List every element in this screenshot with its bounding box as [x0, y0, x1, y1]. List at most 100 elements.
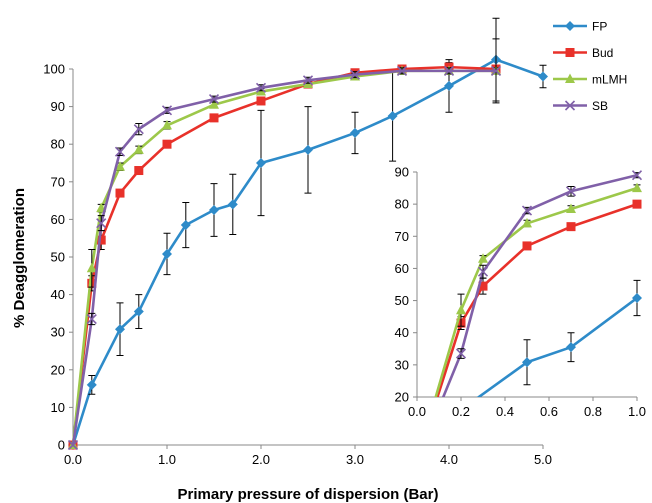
inset-y-tick-label: 70	[395, 229, 409, 244]
main-point-bud	[256, 96, 266, 106]
inset-point-fp	[632, 293, 642, 303]
main-point-mlmh	[115, 161, 125, 171]
inset-point-mlmh	[632, 182, 642, 193]
inset-plot: 20 30 40 50 60 70 80 90 0.0 0.2 0.4 0.6 0.8 1.0	[395, 165, 647, 466]
main-point-sb	[396, 65, 408, 76]
main-point-sb	[490, 65, 502, 76]
main-point-sb	[67, 439, 79, 451]
main-point-sb	[302, 75, 314, 86]
inset-series-sb	[413, 170, 643, 466]
main-y-tick-label: 70	[51, 174, 65, 189]
inset-y-tick-label: 20	[395, 390, 409, 405]
legend-swatch-marker	[565, 21, 575, 31]
legend-item-fp: FP	[553, 20, 607, 34]
main-y-tick-label: 30	[51, 325, 65, 340]
main-point-fp	[303, 144, 313, 155]
main-x-tick-label: 1.0	[158, 452, 176, 467]
inset-y-tick-label: 60	[395, 261, 409, 276]
legend: FP Bud mLMH SB	[553, 20, 627, 113]
inset-x-tick-label: 0.0	[408, 404, 426, 419]
main-point-bud	[134, 166, 144, 176]
inset-point-mlmh	[522, 217, 532, 228]
main-point-bud	[209, 113, 219, 123]
inset-point-bud	[522, 241, 532, 251]
main-point-fp	[387, 111, 398, 121]
legend-swatch-marker	[564, 100, 576, 111]
main-point-bud	[115, 188, 125, 198]
main-point-fp	[133, 306, 144, 317]
main-point-fp	[180, 220, 191, 231]
inset-series-fp	[412, 279, 642, 466]
inset-point-bud	[413, 457, 422, 466]
inset-point-fp	[522, 357, 532, 368]
main-point-fp	[162, 248, 172, 259]
main-point-fp	[538, 71, 548, 82]
main-point-sb	[255, 82, 267, 93]
legend-item-sb: SB	[553, 99, 608, 113]
main-y-tick-label: 50	[51, 250, 65, 265]
main-point-sb	[114, 146, 126, 157]
main-y-tick-label: 80	[51, 137, 65, 152]
main-point-bud	[96, 235, 106, 245]
main-point-mlmh	[86, 262, 97, 273]
main-y-tick-label: 10	[51, 400, 65, 415]
inset-point-sb	[477, 266, 489, 277]
main-point-mlmh	[133, 144, 144, 154]
main-point-fp	[444, 80, 454, 91]
legend-label: mLMH	[592, 73, 627, 87]
inset-line-bud	[436, 202, 638, 397]
main-series-sb	[67, 38, 502, 451]
inset-x-tick-label: 1.0	[628, 404, 646, 419]
inset-point-fp	[412, 456, 422, 466]
inset-point-mlmh	[478, 253, 488, 263]
inset-line-sb	[441, 173, 638, 397]
main-point-sb	[349, 69, 361, 80]
legend-swatch-marker	[565, 48, 575, 57]
main-point-fp	[209, 205, 219, 215]
main-point-sb	[133, 124, 144, 135]
legend-item-bud: Bud	[553, 46, 613, 60]
main-point-bud	[162, 139, 172, 149]
main-point-sb	[443, 65, 455, 76]
inset-y-tick-label: 90	[395, 165, 409, 180]
main-y-tick-label: 90	[51, 99, 65, 114]
main-y-tick-label: 20	[51, 362, 65, 377]
main-point-sb	[96, 218, 107, 229]
inset-point-sb	[631, 170, 643, 181]
inset-point-fp	[566, 342, 576, 353]
inset-point-mlmh	[456, 304, 466, 315]
inset-point-sb	[521, 205, 533, 216]
inset-point-bud	[632, 199, 642, 209]
inset-x-tick-label: 0.4	[496, 404, 514, 419]
legend-item-mlmh: mLMH	[553, 73, 627, 87]
x-axis-title: Primary pressure of dispersion (Bar)	[178, 486, 439, 503]
inset-point-sb	[565, 186, 577, 197]
inset-x-tick-label: 0.2	[452, 404, 470, 419]
inset-y-tick-label: 80	[395, 197, 409, 212]
y-axis-title: % Deagglomeration	[11, 188, 28, 328]
main-point-fp	[256, 158, 266, 168]
main-x-tick-label: 3.0	[346, 452, 364, 467]
inset-point-sb	[413, 457, 422, 466]
main-x-tick-label: 0.0	[64, 452, 82, 467]
inset-y-tick-label: 40	[395, 325, 409, 340]
main-point-mlmh	[162, 119, 172, 130]
main-point-sb	[86, 313, 97, 325]
main-x-tick-label: 4.0	[440, 452, 458, 467]
main-y-tick-label: 0	[58, 438, 65, 453]
main-y-tick-label: 100	[43, 62, 65, 77]
inset-y-tick-label: 50	[395, 293, 409, 308]
inset-x-tick-label: 0.8	[584, 404, 602, 419]
inset-y-tick-label: 30	[395, 357, 409, 372]
main-point-fp	[350, 127, 360, 138]
inset-point-mlmh	[412, 456, 422, 466]
main-y-tick-label: 60	[51, 212, 65, 227]
inset-point-sb	[455, 348, 467, 359]
main-point-fp	[86, 379, 97, 390]
inset-point-bud	[478, 281, 488, 291]
legend-label: SB	[592, 99, 608, 113]
main-point-sb	[208, 94, 220, 105]
main-plot: 0 10 20 30 40 50 60 70 80 90 100 0.0 1.0 2.0 3.0 4.0 5.0	[43, 17, 552, 467]
main-x-tick-label: 5.0	[534, 452, 552, 467]
